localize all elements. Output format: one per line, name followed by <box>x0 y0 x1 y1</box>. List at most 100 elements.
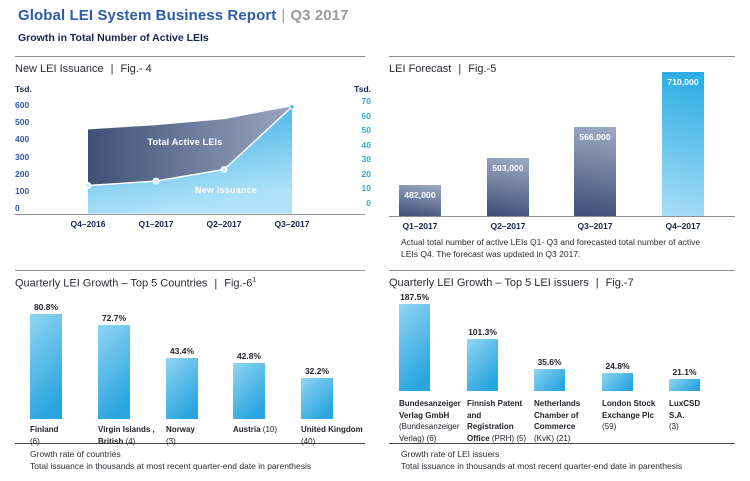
growth-category-label: Virgin Islands , British (4) <box>98 425 155 446</box>
fig5-caption-line2: LEIs Q4. The forecast was updated in Q3 … <box>401 249 581 259</box>
fig4-x-axis-line <box>15 214 365 215</box>
growth-category-label: Bundesanzeiger Verlag GmbH (Bundesanzeiger… <box>399 399 461 443</box>
growth-category-label: LuxCSD S.A. (3) <box>669 399 701 432</box>
fig4-right-axis-tick: 60 <box>361 110 371 121</box>
fig6-footnote-marker: 1 <box>252 277 257 284</box>
growth-bar-value: 101.3% <box>468 327 497 337</box>
fig6-caption-line1: Growth rate of countries <box>30 449 121 459</box>
fig4-x-tick-label: Q4–2016 <box>70 219 106 229</box>
page-title-text: Global LEI System Business Report <box>18 7 277 24</box>
fig5-title-pipe: | <box>458 63 462 75</box>
growth-bar <box>399 304 430 391</box>
fig5-x-axis-line <box>389 216 735 217</box>
fig4-left-axis-unit: Tsd. <box>15 84 32 94</box>
forecast-bar-value: 566,000 <box>579 132 611 142</box>
fig4-right-axis-tick: 50 <box>361 125 371 136</box>
fig5-caption-line1: Actual total number of active LEIs Q1- Q… <box>401 237 701 247</box>
growth-category-label: London Stock Exchange Plc (59) <box>602 399 656 432</box>
fig4-fig-label: Fig.- 4 <box>120 63 152 75</box>
panel-title-fig4: New LEI Issuance | Fig.- 4 <box>15 63 152 75</box>
forecast-bar: 482,000 <box>399 185 441 216</box>
forecast-bar-value: 482,000 <box>404 190 436 200</box>
fig4-right-axis-tick: 30 <box>361 154 371 165</box>
growth-bar-value: 43.4% <box>169 346 195 356</box>
fig4-right-axis-tick: 0 <box>366 198 371 208</box>
fig4-x-tick-label: Q1–2017 <box>138 219 174 229</box>
fig7-fig-label: Fig.-7 <box>605 277 634 289</box>
forecast-bar: 710,000 <box>662 72 704 216</box>
panel-title-fig5: LEI Forecast | Fig.-5 <box>389 63 496 75</box>
forecast-bar: 566,000 <box>574 127 616 216</box>
fig4-x-tick-label: Q3–2017 <box>274 219 310 229</box>
growth-bar <box>98 325 130 419</box>
growth-bar-value: 24.8% <box>605 361 630 371</box>
growth-bar <box>602 373 633 391</box>
fig4-right-axis-tick: 70 <box>361 96 371 106</box>
new-issuance-marker <box>220 166 228 173</box>
fig6-caption-line2: Total issuance in thousands at most rece… <box>30 461 312 471</box>
fig4-left-axis-tick: 500 <box>15 117 30 128</box>
growth-bar <box>669 379 700 391</box>
fig6-fig-label: Fig.-6 <box>224 277 253 290</box>
fig5-x-tick-label: Q2–2017 <box>490 221 526 231</box>
fig4-left-axis-tick: 600 <box>15 100 30 110</box>
fig6-title-text: Quarterly LEI Growth – Top 5 Countries <box>15 277 208 290</box>
fig4-title-pipe: | <box>110 63 114 75</box>
growth-bar-value: 35.6% <box>537 357 562 367</box>
forecast-bar-value: 503,000 <box>492 163 524 173</box>
growth-bar <box>30 314 62 419</box>
growth-bar-value: 80.8% <box>33 302 59 312</box>
new-issuance-area <box>88 106 292 214</box>
panel-lei-forecast: LEI Forecast | Fig.-5 Actual total number … <box>389 56 735 270</box>
fig6-caption-separator <box>15 443 365 444</box>
growth-category-label: Norway (3) <box>166 425 195 446</box>
panel-title-fig6: Quarterly LEI Growth – Top 5 Countries | F… <box>15 277 256 290</box>
panel-growth-top5-issuers: Quarterly LEI Growth – Top 5 LEI issuers… <box>389 270 735 481</box>
report-subtitle: Growth in Total Number of Active LEIs <box>18 32 209 44</box>
panel-growth-top5-countries: Quarterly LEI Growth – Top 5 Countries | F… <box>15 270 365 481</box>
growth-bar-value: 187.5% <box>400 292 429 302</box>
new-issuance-marker <box>84 182 92 189</box>
fig4-left-axis-tick: 0 <box>15 203 20 213</box>
fig5-title-text: LEI Forecast <box>389 63 452 75</box>
fig6-title-pipe: | <box>214 277 218 290</box>
growth-bar <box>467 339 498 391</box>
fig4-right-axis-tick: 40 <box>361 139 371 150</box>
report-header: Global LEI System Business Report | Q3 201… <box>18 7 349 44</box>
report-period: Q3 2017 <box>290 7 349 24</box>
series-label-total-active-leis: Total Active LEIs <box>147 137 223 147</box>
fig4-right-axis-tick: 20 <box>361 168 371 179</box>
growth-bar-value: 21.1% <box>672 367 697 377</box>
fig7-title-text: Quarterly LEI Growth – Top 5 LEI issuers <box>389 277 589 289</box>
growth-category-label: Austria (10) <box>233 425 278 434</box>
growth-bar <box>166 358 198 419</box>
growth-bar-value: 72.7% <box>101 313 127 323</box>
page-title: Global LEI System Business Report | Q3 201… <box>18 7 349 24</box>
fig7-caption-line2: Total issuance in thousands at most rece… <box>401 461 683 471</box>
fig4-left-axis-tick: 400 <box>15 134 30 145</box>
fig4-left-axis-tick: 200 <box>15 168 30 179</box>
fig5-x-tick-label: Q3–2017 <box>577 221 613 231</box>
forecast-bar: 503,000 <box>487 158 529 216</box>
fig5-x-tick-label: Q1–2017 <box>402 221 438 231</box>
panel-title-fig7: Quarterly LEI Growth – Top 5 LEI issuers… <box>389 277 634 289</box>
fig4-left-axis-tick: 100 <box>15 185 30 196</box>
fig4-right-axis-unit: Tsd. <box>354 84 371 94</box>
growth-bar-value: 42.8% <box>236 351 262 361</box>
fig4-left-axis-tick: 300 <box>15 151 30 162</box>
fig4-right-axis-tick: 10 <box>361 183 371 194</box>
fig7-caption-separator <box>389 443 735 444</box>
growth-category-label: Finland (6) <box>30 425 59 446</box>
new-issuance-marker <box>152 177 160 185</box>
series-label-new-issuance: New Issuance <box>195 185 257 195</box>
new-issuance-end-marker <box>289 104 295 110</box>
fig4-title-text: New LEI Issuance <box>15 63 104 75</box>
growth-bar-value: 32.2% <box>304 366 330 376</box>
title-separator: | <box>281 7 286 24</box>
growth-category-label: United Kingdom (40) <box>301 425 363 446</box>
fig7-title-pipe: | <box>595 277 599 289</box>
growth-bar <box>233 363 265 419</box>
panel-new-lei-issuance: New LEI Issuance | Fig.- 4 Tsd. Tsd. 600 50… <box>15 56 371 270</box>
fig7-caption-line1: Growth rate of LEI issuers <box>401 449 500 459</box>
